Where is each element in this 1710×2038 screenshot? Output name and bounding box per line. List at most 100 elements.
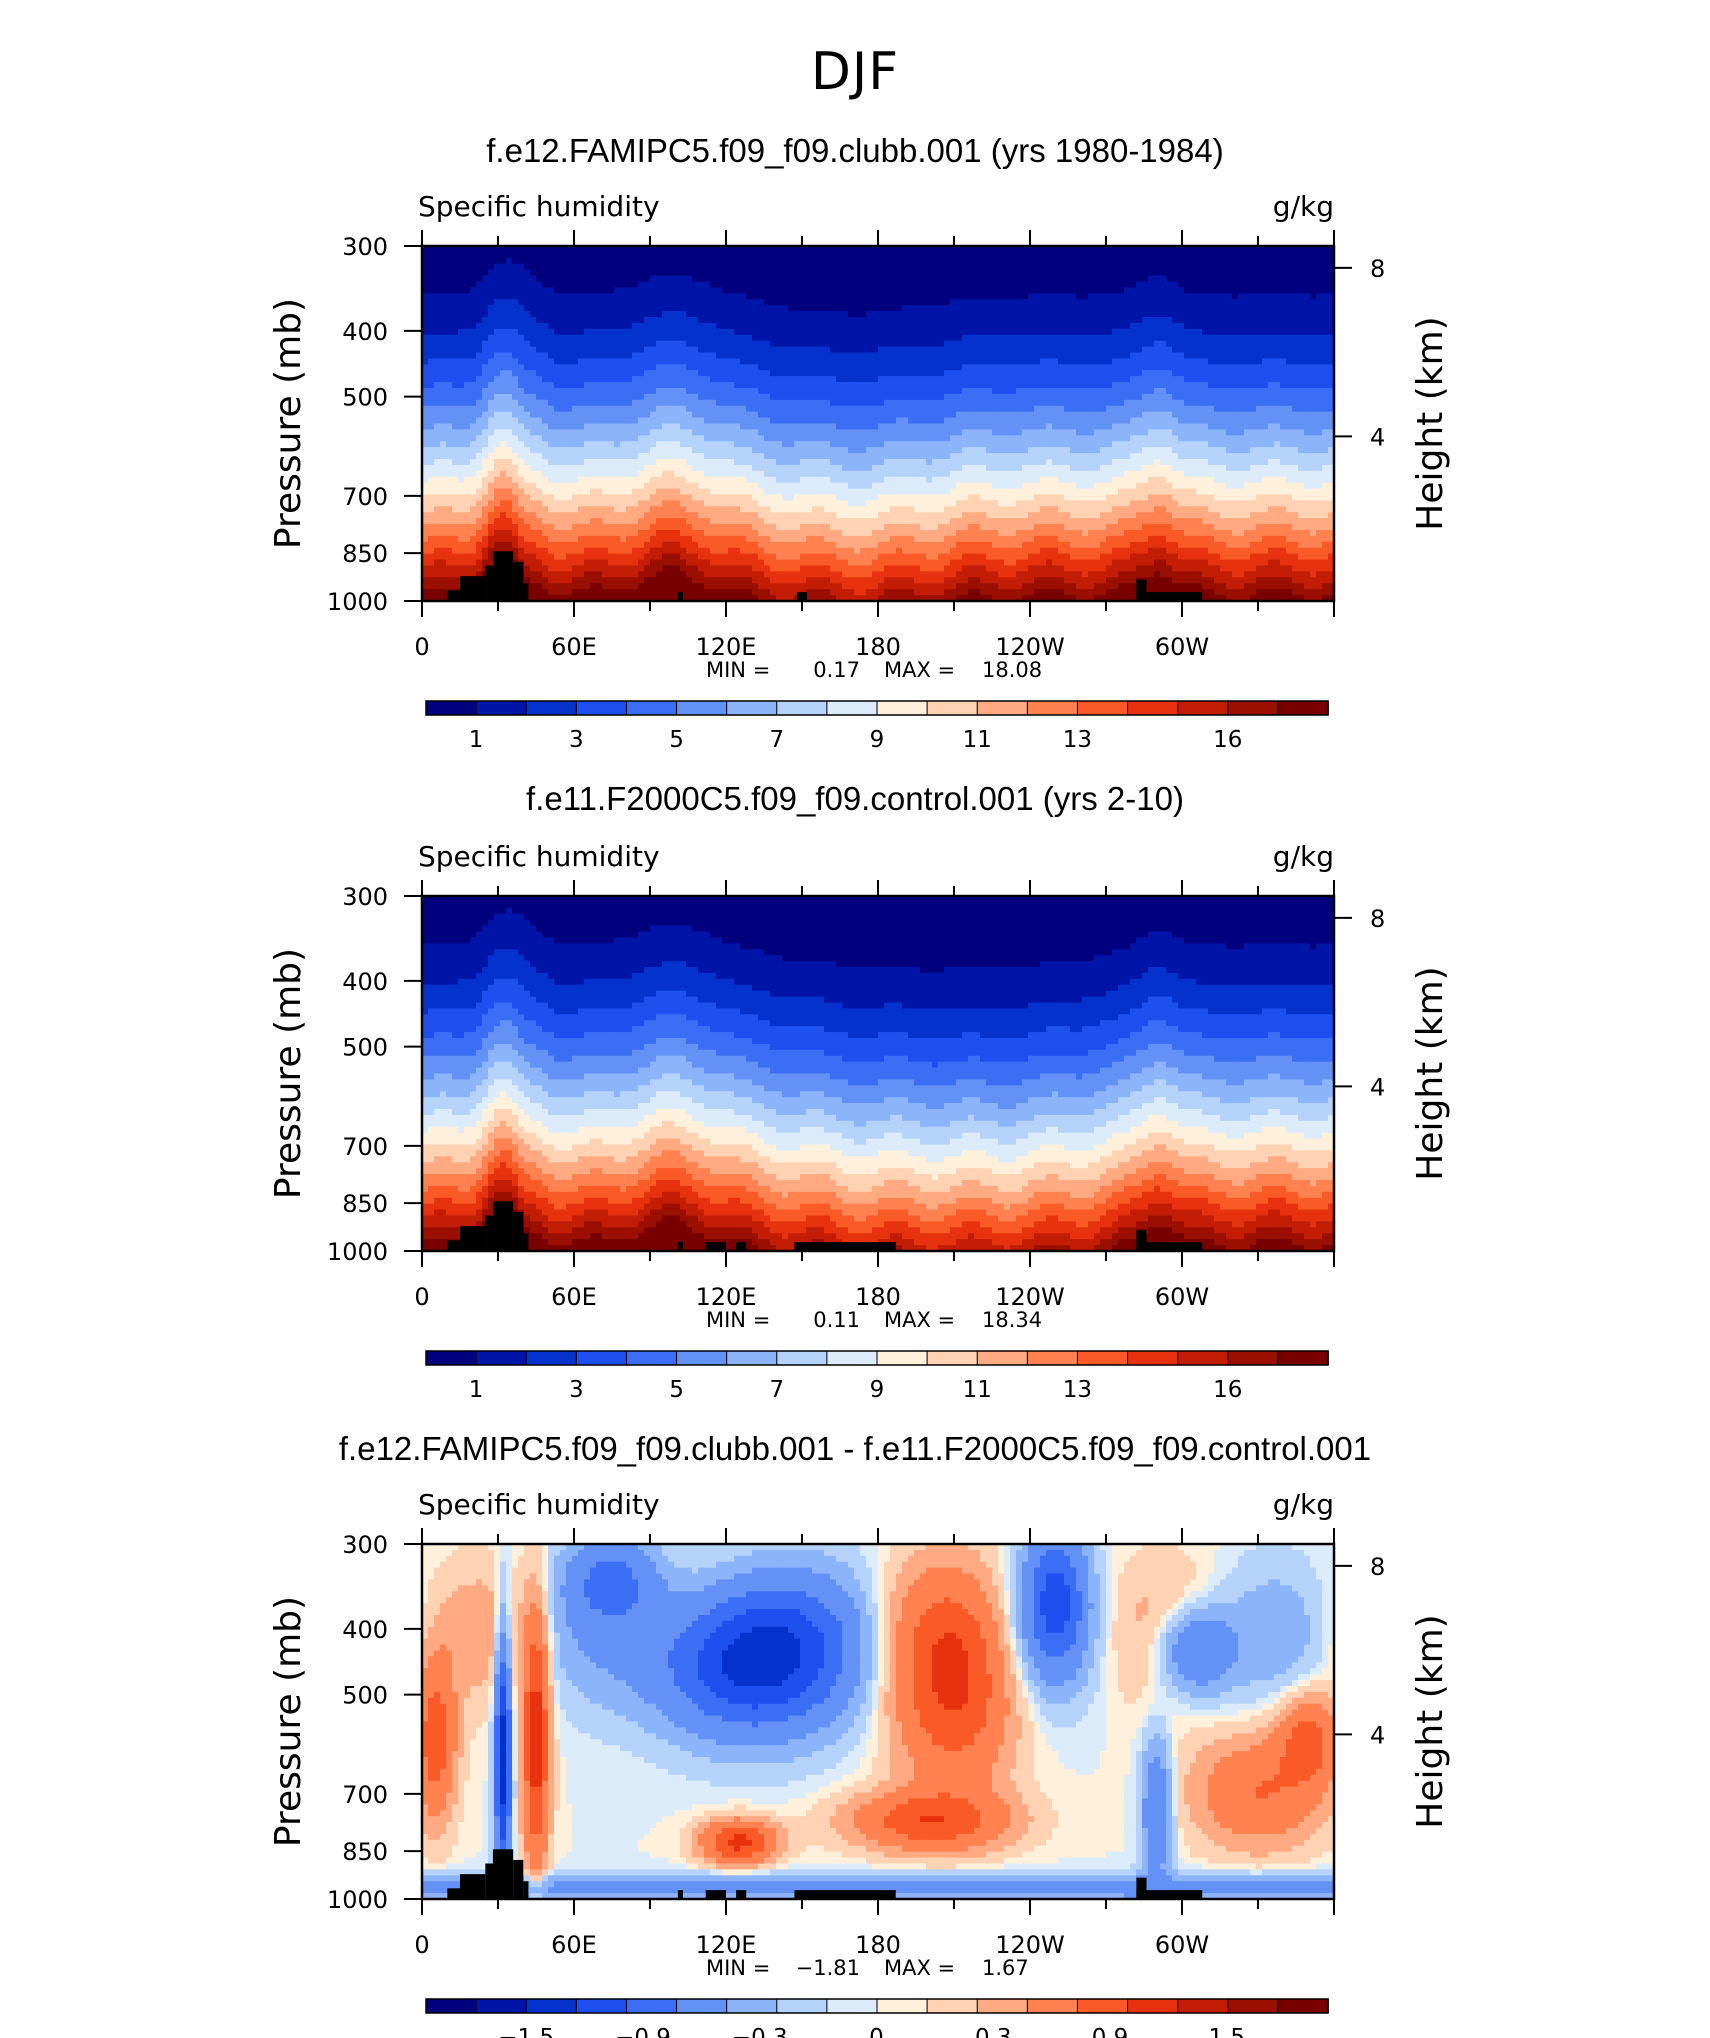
field-cell — [1280, 358, 1287, 365]
field-cell — [770, 257, 777, 265]
field-cell — [620, 393, 627, 401]
field-cell — [668, 293, 675, 300]
field-cell — [1298, 251, 1305, 259]
field-cell — [560, 388, 567, 395]
field-cell — [566, 311, 573, 318]
field-cell — [1256, 257, 1263, 265]
field-cell — [1034, 269, 1041, 277]
field-cell — [806, 322, 813, 330]
field-cell — [1070, 364, 1077, 371]
field-cell — [794, 322, 801, 330]
field-cell — [1088, 399, 1095, 407]
field-cell — [1124, 317, 1131, 324]
field-cell — [692, 388, 699, 395]
field-cell — [770, 311, 777, 318]
field-cell — [998, 334, 1005, 342]
field-cell — [854, 435, 861, 442]
field-cell — [1202, 399, 1209, 407]
field-cell — [842, 364, 849, 371]
field-cell — [998, 364, 1005, 371]
field-cell — [560, 364, 567, 371]
field-cell — [1286, 423, 1293, 431]
field-cell — [482, 317, 489, 324]
field-cell — [1250, 299, 1257, 306]
field-cell — [572, 399, 579, 407]
field-cell — [1226, 376, 1233, 383]
field-cell — [602, 305, 609, 312]
field-cell — [440, 340, 447, 348]
field-cell — [884, 299, 891, 306]
field-cell — [794, 305, 801, 312]
field-cell — [500, 346, 507, 354]
field-cell — [1202, 317, 1209, 324]
field-cell — [1190, 257, 1197, 265]
field-cell — [1268, 399, 1275, 407]
field-cell — [620, 293, 627, 300]
field-cell — [1220, 340, 1227, 348]
field-cell — [446, 251, 453, 259]
field-cell — [824, 429, 831, 436]
field-cell — [1034, 257, 1041, 265]
field-cell — [1124, 346, 1131, 354]
field-cell — [1046, 322, 1053, 330]
field-cell — [890, 340, 897, 348]
field-cell — [638, 370, 645, 377]
field-cell — [1220, 399, 1227, 407]
field-cell — [962, 287, 969, 294]
field-cell — [1238, 317, 1245, 324]
field-cell — [716, 287, 723, 294]
field-cell — [1166, 346, 1173, 354]
field-cell — [812, 423, 819, 431]
field-cell — [728, 370, 735, 377]
field-cell — [734, 317, 741, 324]
field-cell — [830, 399, 837, 407]
field-cell — [548, 251, 555, 259]
field-cell — [1016, 399, 1023, 407]
field-cell — [1070, 411, 1077, 419]
field-cell — [482, 399, 489, 407]
field-cell — [944, 275, 951, 283]
field-cell — [908, 346, 915, 354]
field-cell — [1160, 358, 1167, 365]
field-cell — [1154, 299, 1161, 306]
field-cell — [1166, 311, 1173, 318]
field-cell — [932, 246, 939, 253]
field-cell — [1172, 317, 1179, 324]
field-cell — [986, 299, 993, 306]
field-cell — [902, 352, 909, 360]
field-cell — [626, 382, 633, 389]
field-cell — [1274, 328, 1281, 336]
field-cell — [668, 393, 675, 401]
field-cell — [812, 405, 819, 413]
field-cell — [608, 334, 615, 342]
field-cell — [950, 364, 957, 371]
field-cell — [596, 322, 603, 330]
field-cell — [1070, 322, 1077, 330]
field-cell — [698, 417, 705, 425]
field-cell — [1202, 423, 1209, 431]
field-cell — [758, 322, 765, 330]
field-cell — [596, 275, 603, 283]
field-cell — [920, 405, 927, 413]
field-cell — [626, 364, 633, 371]
field-cell — [728, 388, 735, 395]
field-cell — [806, 328, 813, 336]
field-cell — [830, 246, 837, 253]
field-cell — [1286, 246, 1293, 253]
field-cell — [704, 388, 711, 395]
field-cell — [518, 346, 525, 354]
field-cell — [1046, 287, 1053, 294]
field-cell — [1010, 358, 1017, 365]
field-cell — [1106, 411, 1113, 419]
field-cell — [908, 311, 915, 318]
field-cell — [476, 328, 483, 336]
field-cell — [1214, 269, 1221, 277]
field-cell — [890, 317, 897, 324]
field-cell — [1034, 263, 1041, 271]
field-cell — [686, 246, 693, 253]
field-cell — [446, 275, 453, 283]
field-cell — [1046, 293, 1053, 300]
field-cell — [1064, 423, 1071, 431]
field-cell — [734, 322, 741, 330]
field-cell — [464, 346, 471, 354]
